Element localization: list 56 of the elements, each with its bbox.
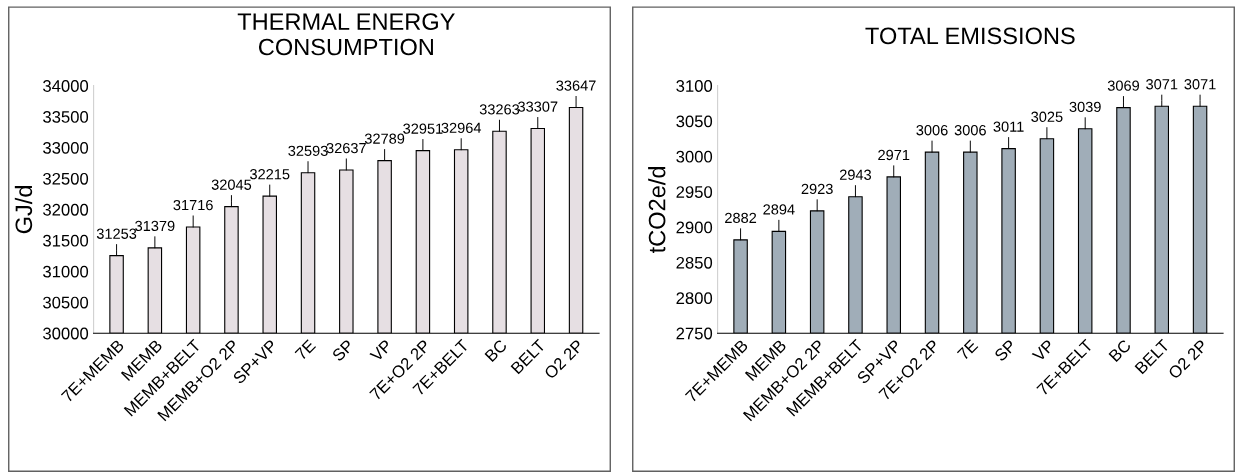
x-tick-label: BC xyxy=(1108,338,1132,363)
x-tick-label: 7E xyxy=(956,339,979,361)
x-tick-label: VP xyxy=(369,339,393,363)
y-axis-title: tCO2e/d xyxy=(648,166,666,254)
data-label: 2943 xyxy=(839,169,872,180)
data-label: 31253 xyxy=(96,228,137,239)
data-label: 32951 xyxy=(403,123,443,134)
data-label: 2923 xyxy=(801,183,833,195)
y-tick-label: 2850 xyxy=(676,256,713,269)
data-label: 32964 xyxy=(441,122,482,134)
data-label: 3039 xyxy=(1069,101,1101,113)
x-tick-label: 7E xyxy=(294,339,317,361)
data-label: 32215 xyxy=(250,169,290,180)
data-label: 32045 xyxy=(211,179,252,190)
y-tick-label: 33000 xyxy=(43,141,89,154)
y-tick-label: 31500 xyxy=(43,234,89,247)
data-label: 31379 xyxy=(135,220,175,232)
data-label: 2971 xyxy=(878,149,910,161)
x-tick-label: SP xyxy=(331,339,355,362)
data-label: 31716 xyxy=(173,199,213,211)
data-label: 3011 xyxy=(993,121,1024,132)
x-tick-label: SP xyxy=(993,339,1017,362)
data-label: 3006 xyxy=(916,125,948,136)
data-label: 32593 xyxy=(288,145,328,156)
data-label: 32789 xyxy=(364,133,405,144)
data-label: 3071 xyxy=(1184,79,1216,90)
x-tick-label: BC xyxy=(484,338,508,363)
chart-title: TOTAL EMISSIONS xyxy=(865,27,1075,45)
data-label: 2882 xyxy=(725,212,757,224)
y-tick-label: 32000 xyxy=(43,203,89,216)
y-tick-label: 2950 xyxy=(676,186,713,198)
data-label: 3025 xyxy=(1031,111,1063,122)
data-label: 33307 xyxy=(518,101,558,112)
y-tick-label: 3050 xyxy=(676,115,713,128)
data-label: 2894 xyxy=(763,204,795,215)
y-tick-label: 33500 xyxy=(43,111,89,123)
y-tick-label: 2750 xyxy=(676,327,713,340)
data-label: 3006 xyxy=(954,125,986,136)
y-axis-title: GJ/d xyxy=(14,186,33,234)
data-label: 3069 xyxy=(1107,80,1140,91)
y-tick-label: 31000 xyxy=(43,265,89,278)
data-label: 3071 xyxy=(1146,79,1178,90)
data-label: 33647 xyxy=(556,80,596,91)
data-label: 32637 xyxy=(326,142,366,154)
x-tick-label: O2 2P xyxy=(1167,338,1209,380)
data-label: 33263 xyxy=(479,104,520,115)
y-tick-label: 32500 xyxy=(43,172,89,185)
y-tick-label: 30500 xyxy=(43,296,89,309)
y-tick-label: 30000 xyxy=(43,327,89,340)
x-tick-label: O2 2P xyxy=(543,338,585,380)
chart-title: THERMAL ENERGY CONSUMPTION xyxy=(237,13,455,56)
y-tick-label: 3000 xyxy=(676,150,713,163)
y-tick-label: 3100 xyxy=(676,80,713,92)
y-tick-label: 34000 xyxy=(43,80,89,92)
y-tick-label: 2900 xyxy=(676,221,713,234)
y-tick-label: 2800 xyxy=(676,292,713,305)
